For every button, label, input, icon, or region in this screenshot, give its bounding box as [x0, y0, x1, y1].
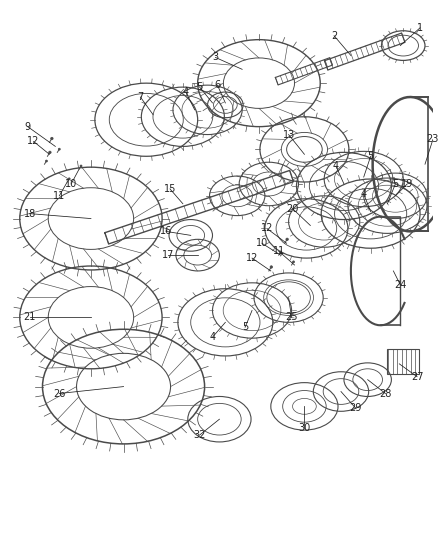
Circle shape	[80, 165, 82, 167]
Text: 4: 4	[183, 87, 189, 97]
Text: 10: 10	[256, 238, 268, 248]
Text: 15: 15	[164, 184, 176, 194]
Circle shape	[286, 238, 288, 240]
Text: 2: 2	[331, 31, 337, 41]
Text: 11: 11	[53, 191, 65, 201]
Text: 11: 11	[272, 246, 285, 256]
Text: 1: 1	[417, 23, 423, 33]
Text: 23: 23	[427, 134, 438, 144]
Text: 12: 12	[246, 253, 258, 263]
Text: 12: 12	[261, 223, 273, 233]
Text: 4: 4	[360, 189, 367, 199]
Text: 5: 5	[197, 82, 203, 92]
Circle shape	[270, 266, 272, 268]
Text: 12: 12	[28, 136, 40, 147]
Text: 24: 24	[394, 280, 406, 290]
Circle shape	[293, 261, 294, 263]
Circle shape	[68, 178, 70, 180]
Circle shape	[46, 160, 47, 162]
Text: 4: 4	[209, 332, 215, 342]
Text: 10: 10	[65, 179, 77, 189]
Text: 5: 5	[367, 151, 374, 161]
Circle shape	[58, 148, 60, 150]
Circle shape	[280, 251, 282, 253]
Text: 26: 26	[53, 389, 66, 399]
Text: 5: 5	[392, 179, 399, 189]
Text: 27: 27	[411, 372, 424, 382]
Circle shape	[49, 151, 51, 154]
Text: 5: 5	[242, 322, 248, 332]
Circle shape	[51, 138, 53, 140]
Text: 16: 16	[160, 227, 172, 237]
Text: 4: 4	[333, 161, 339, 171]
Text: 19: 19	[401, 179, 413, 189]
Text: 17: 17	[162, 250, 174, 260]
Text: 30: 30	[298, 423, 311, 433]
Text: 28: 28	[379, 389, 392, 399]
Text: 7: 7	[137, 92, 144, 102]
Text: 25: 25	[285, 312, 298, 322]
Text: 20: 20	[286, 204, 299, 214]
Text: 9: 9	[25, 122, 31, 132]
Text: 13: 13	[283, 130, 295, 140]
Text: 6: 6	[214, 80, 220, 90]
Text: 32: 32	[194, 430, 206, 440]
Text: 29: 29	[350, 403, 362, 413]
Text: 21: 21	[24, 312, 36, 322]
Text: 3: 3	[212, 52, 219, 62]
Text: 18: 18	[24, 208, 36, 219]
